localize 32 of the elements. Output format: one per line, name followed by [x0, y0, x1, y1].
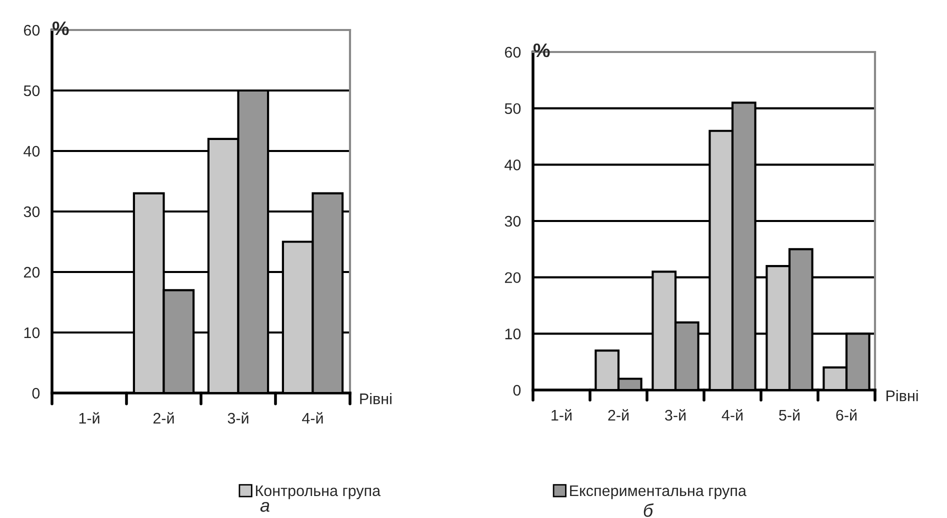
text: а	[260, 502, 270, 512]
y-tick-label: 0	[513, 384, 521, 396]
legend-label: Експериментальна група	[570, 485, 746, 500]
y-tick-label: 30	[504, 216, 521, 227]
y-tick-label: 20	[24, 266, 40, 278]
x-tick-label: 3-й	[228, 412, 248, 424]
y-tick-label: 50	[24, 85, 40, 96]
y-tick-label: 40	[24, 146, 40, 157]
x-tick-label: 2-й	[608, 409, 628, 421]
x-tick-label: 6-й	[836, 409, 856, 421]
y-tick-label: 60	[24, 24, 40, 36]
x-tick-label: 5-й	[779, 409, 800, 421]
x-tick-label: 4-й	[302, 412, 323, 424]
x-axis-title: Рівні	[360, 393, 392, 404]
y-tick-label: 40	[504, 160, 521, 170]
y-tick-label: 50	[504, 103, 521, 114]
y-axis-title: %	[533, 44, 550, 58]
y-tick-label: 20	[504, 272, 521, 284]
y-tick-label: 0	[32, 388, 40, 399]
x-tick-label: 4-й	[722, 409, 742, 421]
y-tick-label: 10	[505, 328, 521, 340]
legend-label: Контрольна група	[256, 485, 381, 500]
y-axis-title: %	[52, 22, 69, 36]
x-tick-label: 3-й	[665, 409, 686, 421]
x-tick-label: 1-й	[79, 412, 100, 424]
x-tick-label: 2-й	[153, 412, 174, 424]
y-tick-label: 30	[24, 206, 40, 218]
x-tick-label: 1-й	[552, 409, 572, 421]
text: б	[644, 503, 654, 517]
y-tick-label: 10	[24, 327, 40, 338]
x-axis-title: Рівні	[886, 390, 918, 402]
y-tick-label: 60	[504, 46, 521, 58]
